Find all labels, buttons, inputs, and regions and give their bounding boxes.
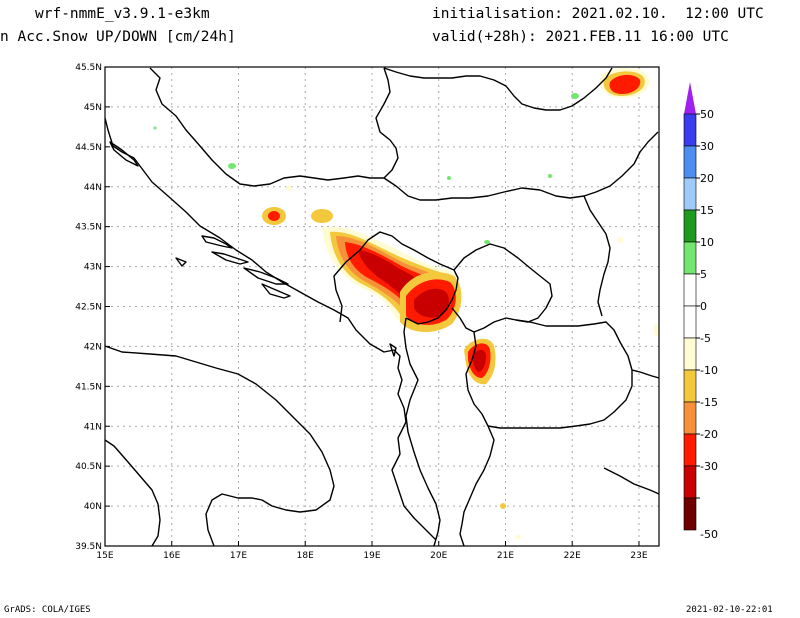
colorbar-label: 15: [700, 204, 714, 217]
model-title: wrf-nmmE_v3.9.1-e3km: [35, 6, 210, 22]
colorbar-label: 50: [700, 108, 714, 121]
coastline-italy-heel: [105, 439, 161, 546]
lon-tick-label: 20E: [430, 551, 447, 561]
colorbar-segment: [683, 241, 697, 275]
lon-tick-label: 15E: [96, 551, 113, 561]
lon-tick-label: 19E: [363, 551, 380, 561]
lat-tick-label: 42.5N: [75, 303, 102, 313]
island-4: [243, 267, 289, 285]
border-romania: [383, 67, 613, 111]
snow-area-romania: [599, 67, 650, 98]
colorbar-segment: [683, 145, 697, 179]
colorbar-segment: [683, 305, 697, 339]
colorbar-label: 0: [700, 300, 707, 313]
lat-tick-label: 45N: [84, 103, 102, 113]
colorbar-label: -5: [700, 332, 711, 345]
island-3: [211, 251, 249, 265]
axis-ticks: 15E 16E 17E 18E 19E 20E 21E 22E 23E 39.5N 40N 40.5N…: [75, 63, 648, 561]
border-bosnia-montenegro: [333, 231, 459, 325]
colorbar-label: -50: [700, 528, 718, 541]
snow-field: [153, 67, 659, 539]
border-albania: [403, 317, 441, 546]
lon-tick-label: 18E: [297, 551, 314, 561]
colorbar-segment: [683, 497, 697, 531]
lat-tick-label: 41N: [84, 422, 102, 432]
colorbar-segment: [683, 401, 697, 435]
lat-tick-label: 45.5N: [75, 63, 102, 73]
lat-tick-label: 40N: [84, 502, 102, 512]
island-6: [175, 257, 187, 267]
border-kosovo: [451, 243, 553, 333]
init-time: initialisation: 2021.02.10. 12:00 UTC: [432, 6, 764, 22]
border-serbia-east: [383, 131, 659, 201]
border-serbia-bulgaria: [583, 195, 611, 317]
lon-tick-label: 16E: [163, 551, 180, 561]
colorbar-top-triangle: [684, 82, 696, 114]
colorbar-label: -30: [700, 460, 718, 473]
coastline-italy: [105, 345, 335, 546]
lat-tick-label: 42N: [84, 342, 102, 352]
field-title: n Acc.Snow UP/DOWN [cm/24h]: [0, 29, 236, 45]
colorbar-label: -20: [700, 428, 718, 441]
colorbar-label: -10: [700, 364, 718, 377]
border-macedonia: [487, 319, 633, 429]
border-albania-east: [459, 331, 495, 546]
footer-left: GrADS: COLA/IGES: [4, 605, 91, 615]
snow-green-spots: [153, 93, 579, 244]
colorbar-segment: [683, 337, 697, 371]
snow-area-bosnia: [262, 185, 333, 225]
coastline-adriatic-east: [105, 117, 437, 541]
snow-light-spots: [500, 237, 659, 539]
colorbar-segment: [683, 433, 697, 467]
colorbar-label: 20: [700, 172, 714, 185]
island-5: [261, 283, 291, 299]
coast-lake: [389, 343, 397, 357]
colorbar-segment: [683, 273, 697, 307]
lat-lon-grid: [105, 67, 659, 546]
lat-tick-label: 40.5N: [75, 462, 102, 472]
colorbar-segment: [683, 465, 697, 499]
colorbar-segment: [683, 177, 697, 211]
colorbar-label: -15: [700, 396, 718, 409]
border-north: [149, 67, 399, 187]
lat-tick-label: 41.5N: [75, 382, 102, 392]
lon-tick-label: 21E: [497, 551, 514, 561]
colorbar-label: 30: [700, 140, 714, 153]
colorbar-label: 10: [700, 236, 714, 249]
island-1: [109, 141, 139, 167]
lat-tick-label: 39.5N: [75, 542, 102, 552]
colorbar-label: 5: [700, 268, 707, 281]
lon-tick-label: 22E: [564, 551, 581, 561]
lat-tick-label: 44.5N: [75, 143, 102, 153]
snow-area-macedonia: [464, 338, 496, 385]
island-2: [201, 235, 233, 249]
lat-tick-label: 44N: [84, 183, 102, 193]
footer-right: 2021-02-10-22:01: [686, 605, 773, 615]
coastline-greece: [603, 467, 659, 495]
boundaries: [105, 67, 659, 546]
lat-tick-label: 43N: [84, 263, 102, 273]
border-greece: [631, 369, 659, 379]
lon-tick-label: 23E: [630, 551, 647, 561]
lat-tick-label: 43.5N: [75, 223, 102, 233]
colorbar-segment: [683, 369, 697, 403]
lon-tick-label: 17E: [230, 551, 247, 561]
colorbar-segment: [683, 113, 697, 147]
valid-time: valid(+28h): 2021.FEB.11 16:00 UTC: [432, 29, 729, 45]
colorbar-segment: [683, 209, 697, 243]
